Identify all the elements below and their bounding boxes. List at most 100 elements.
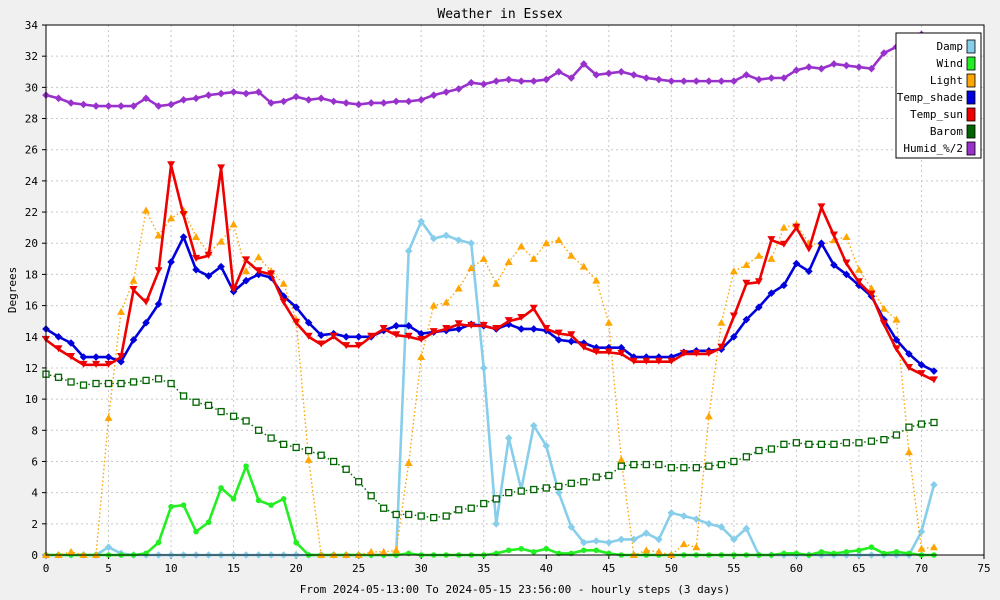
- data-point-barom: [680, 464, 688, 472]
- data-point-temp-sun: [442, 324, 451, 332]
- data-point-temp-shade: [830, 261, 838, 269]
- y-tick-label: 34: [25, 19, 39, 32]
- data-point-light: [117, 307, 126, 315]
- data-point-wind: [168, 503, 174, 510]
- data-point-humid-2: [229, 88, 238, 96]
- data-point-light: [904, 448, 913, 456]
- data-point-light: [567, 251, 576, 259]
- x-tick-label: 65: [852, 562, 865, 575]
- data-point-barom: [467, 504, 475, 512]
- data-point-temp-sun: [592, 348, 601, 356]
- data-point-humid-2: [104, 102, 113, 110]
- x-tick-label: 10: [164, 562, 177, 575]
- x-tick-label: 20: [290, 562, 303, 575]
- plot-area: [45, 24, 985, 556]
- data-point-humid-2: [67, 99, 75, 107]
- y-tick-label: 4: [31, 487, 38, 500]
- data-point-humid-2: [842, 61, 851, 70]
- data-point-wind: [293, 539, 299, 546]
- data-point-light: [442, 298, 451, 306]
- data-point-barom: [555, 482, 563, 491]
- x-tick-label: 55: [727, 562, 740, 575]
- data-point-humid-2: [855, 63, 863, 71]
- data-point-temp-sun: [542, 324, 551, 332]
- data-point-barom: [717, 460, 726, 469]
- data-point-temp-shade: [817, 239, 826, 248]
- data-point-barom: [630, 460, 638, 469]
- data-point-damp: [417, 217, 425, 226]
- data-point-damp: [429, 234, 438, 243]
- data-point-humid-2: [254, 88, 263, 96]
- data-point-temp-sun: [779, 240, 788, 248]
- data-point-light: [479, 254, 488, 262]
- data-point-barom: [567, 479, 575, 487]
- data-point-temp-sun: [667, 357, 676, 365]
- data-point-temp-shade: [742, 315, 751, 324]
- y-tick-label: 0: [31, 549, 38, 562]
- data-point-temp-shade: [79, 353, 88, 361]
- data-point-temp-shade: [842, 270, 851, 279]
- data-point-temp-sun: [554, 329, 563, 337]
- data-point-barom: [54, 373, 63, 381]
- legend-label: Wind: [937, 57, 964, 70]
- data-point-humid-2: [392, 97, 400, 106]
- data-point-temp-shade: [92, 353, 100, 361]
- data-point-humid-2: [79, 100, 88, 109]
- data-point-damp: [705, 520, 713, 528]
- data-point-temp-shade: [855, 281, 863, 290]
- data-point-damp: [579, 538, 588, 547]
- data-point-light: [504, 257, 513, 265]
- data-point-wind: [505, 547, 512, 554]
- data-point-temp-shade: [117, 357, 125, 366]
- data-point-temp-sun: [342, 342, 351, 350]
- data-point-barom: [355, 478, 363, 486]
- data-point-damp: [554, 488, 563, 497]
- data-point-humid-2: [705, 77, 713, 85]
- data-point-wind: [280, 496, 287, 502]
- data-point-humid-2: [642, 74, 651, 82]
- x-tick-label: 30: [415, 562, 428, 575]
- data-point-barom: [67, 378, 75, 386]
- data-point-light: [579, 262, 588, 270]
- data-point-barom: [530, 485, 538, 494]
- data-point-barom: [805, 440, 813, 448]
- data-point-light: [917, 544, 926, 552]
- data-point-humid-2: [54, 94, 63, 103]
- data-point-temp-sun: [879, 320, 888, 328]
- data-point-humid-2: [542, 75, 551, 84]
- data-point-humid-2: [605, 69, 613, 78]
- data-point-temp-shade: [254, 270, 263, 279]
- data-point-barom: [79, 381, 88, 389]
- data-point-humid-2: [792, 66, 801, 75]
- data-point-temp-sun: [179, 211, 188, 219]
- data-point-humid-2: [767, 74, 776, 82]
- data-point-light: [867, 284, 876, 292]
- data-point-temp-sun: [917, 370, 926, 378]
- data-point-wind: [868, 544, 875, 551]
- data-point-light: [254, 253, 263, 261]
- data-point-barom: [905, 423, 913, 431]
- data-point-light: [642, 546, 651, 554]
- data-point-damp: [542, 442, 551, 450]
- data-point-barom: [430, 513, 438, 522]
- data-point-temp-shade: [529, 325, 538, 333]
- data-point-temp-shade: [292, 303, 300, 311]
- legend-label: Temp_shade: [897, 91, 963, 104]
- data-point-humid-2: [92, 102, 100, 110]
- data-point-barom: [254, 426, 263, 434]
- data-point-humid-2: [442, 88, 451, 96]
- data-point-humid-2: [317, 94, 325, 103]
- x-axis-label: From 2024-05-13:00 To 2024-05-15 23:56:0…: [300, 583, 730, 596]
- data-point-light: [767, 254, 776, 262]
- data-point-barom: [742, 453, 751, 461]
- y-tick-label: 22: [25, 206, 38, 219]
- data-point-barom: [655, 460, 663, 469]
- data-point-barom: [104, 379, 113, 388]
- y-tick-label: 6: [31, 455, 38, 468]
- data-point-barom: [267, 434, 275, 442]
- data-point-humid-2: [129, 102, 138, 110]
- data-point-humid-2: [379, 99, 388, 107]
- data-point-humid-2: [504, 75, 513, 84]
- data-point-humid-2: [354, 100, 363, 109]
- data-point-temp-shade: [880, 315, 888, 324]
